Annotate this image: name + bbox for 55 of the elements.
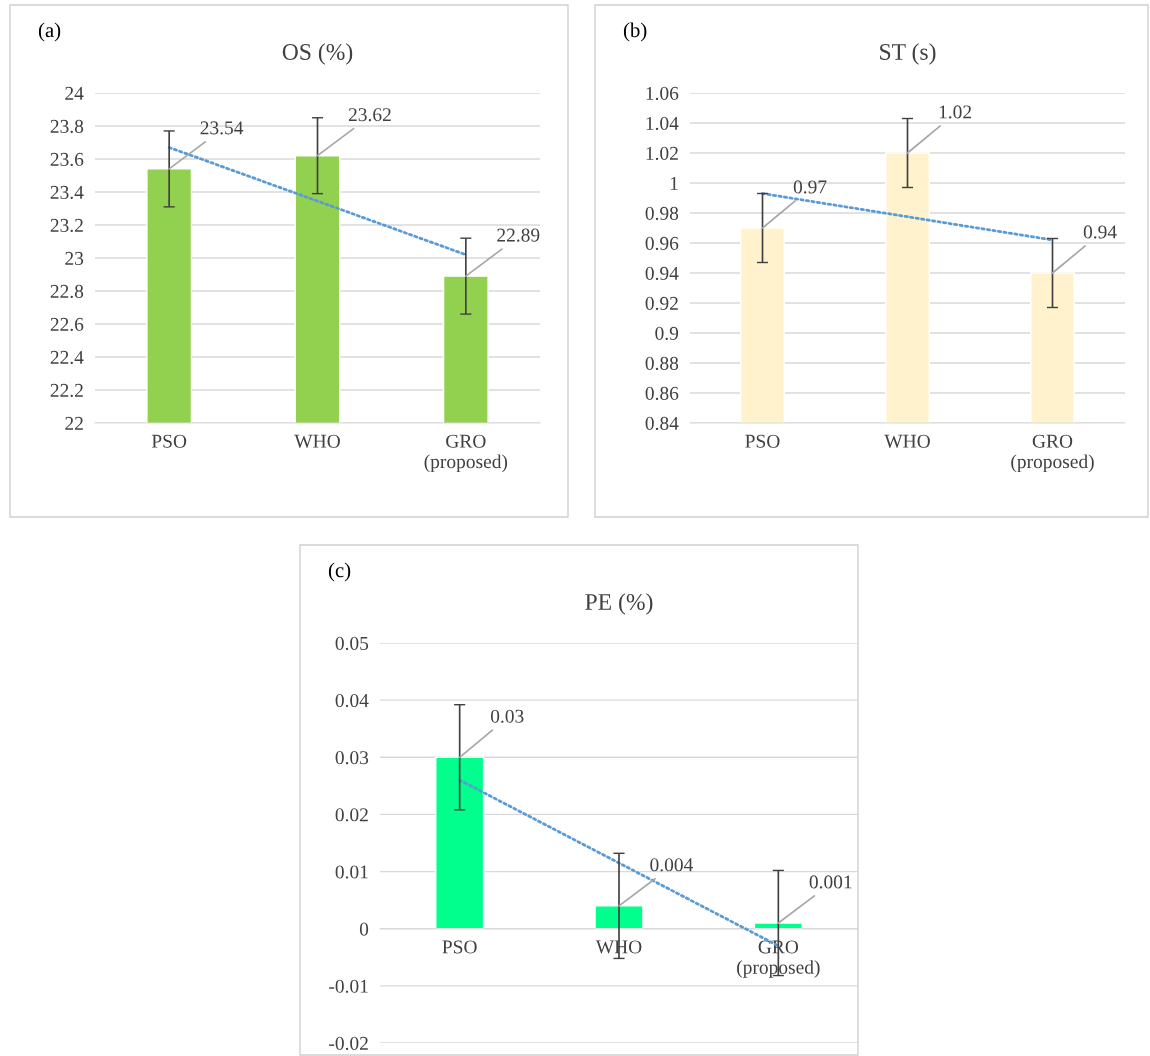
y-tick-label: 22.8 <box>50 284 84 299</box>
y-tick-label: 1.06 <box>646 86 679 101</box>
chart-title: PE (%) <box>585 593 653 615</box>
y-tick-label: 22.6 <box>50 317 84 332</box>
y-tick-label: 23.8 <box>50 119 84 134</box>
chart-title: OS (%) <box>282 43 353 65</box>
data-label: 23.54 <box>200 121 244 135</box>
y-tick-label: 0.92 <box>645 296 678 311</box>
x-tick-label: PSO <box>442 940 477 954</box>
y-tick-label: 0 <box>359 922 369 936</box>
y-tick-label: 24 <box>65 86 84 100</box>
y-tick-label: 1.04 <box>646 116 679 131</box>
y-tick-label: -0.01 <box>329 979 368 993</box>
data-label: 0.001 <box>809 875 852 889</box>
y-tick-label: 23 <box>65 251 84 265</box>
y-tick-label: 22.2 <box>50 383 83 398</box>
x-tick-label: PSO <box>745 434 780 448</box>
x-tick-label: WHO <box>294 434 340 448</box>
y-tick-label: 23.6 <box>50 152 84 167</box>
x-tick-label: PSO <box>151 434 187 448</box>
y-tick-label: 0.88 <box>645 356 679 371</box>
data-label: 1.02 <box>939 105 972 119</box>
y-tick-label: 0.84 <box>645 416 679 431</box>
y-tick-label: 0.02 <box>335 808 368 822</box>
data-label: 0.03 <box>490 709 524 723</box>
y-tick-label: 22 <box>65 416 83 430</box>
y-tick-label: 23.4 <box>50 185 84 200</box>
y-tick-label: 0.05 <box>335 636 369 651</box>
bar <box>435 756 485 930</box>
x-tick-label: GRO (proposed) <box>1011 434 1094 473</box>
data-label: 23.62 <box>348 108 391 122</box>
data-label: 0.94 <box>1083 225 1117 239</box>
data-label: 0.004 <box>650 858 693 872</box>
text: (c) <box>328 562 351 582</box>
y-tick-label: 0.86 <box>645 386 679 401</box>
chart-title: ST (s) <box>880 43 936 65</box>
data-label: 22.89 <box>497 228 540 242</box>
x-tick-label: GRO (proposed) <box>424 434 508 473</box>
y-tick-label: 22.4 <box>50 350 84 365</box>
data-label: 0.97 <box>793 180 827 194</box>
y-tick-label: 0.9 <box>655 326 679 341</box>
y-tick-label: 0.96 <box>645 236 679 251</box>
y-tick-label: 23.2 <box>50 218 83 233</box>
x-tick-label: WHO <box>884 434 930 448</box>
y-tick-label: 0.98 <box>645 206 679 221</box>
text: (b) <box>623 22 647 42</box>
y-tick-label: 0.04 <box>335 693 369 708</box>
text: (a) <box>38 22 61 42</box>
y-tick-label: 0.01 <box>335 865 368 879</box>
y-tick-label: 1.02 <box>646 146 678 161</box>
y-tick-label: -0.02 <box>329 1036 368 1051</box>
y-tick-label: 1 <box>670 176 678 190</box>
bar <box>594 905 644 930</box>
y-tick-label: 0.94 <box>645 266 679 281</box>
y-tick-label: 0.03 <box>335 751 369 765</box>
